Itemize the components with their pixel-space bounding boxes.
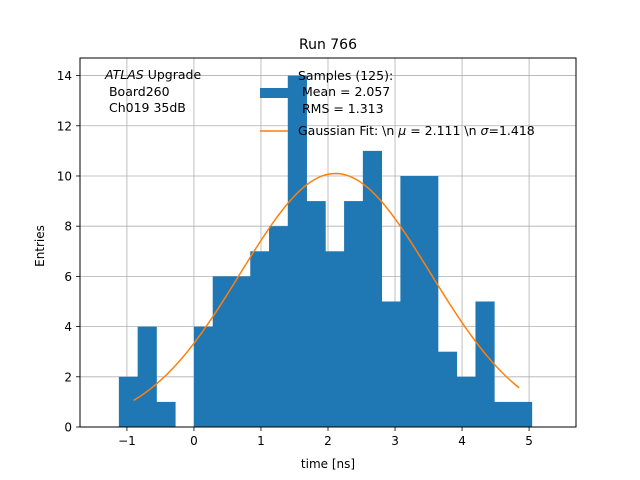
histogram-bar	[250, 251, 270, 427]
histogram-bar	[381, 301, 401, 427]
histogram-bar	[212, 276, 232, 427]
annotation-upgrade-text: Upgrade	[144, 67, 202, 82]
y-tick-label: 10	[57, 169, 72, 183]
annotation-atlas-italic: ATLAS	[104, 67, 144, 82]
histogram-bar	[325, 251, 345, 427]
legend-histogram-label-line2: Mean = 2.057	[298, 84, 390, 99]
y-tick-label: 8	[64, 220, 72, 234]
y-tick-label: 14	[57, 69, 72, 83]
x-tick-label: 0	[190, 434, 198, 448]
x-tick-label: 1	[257, 434, 265, 448]
histogram-bar	[400, 175, 420, 427]
y-tick-label: 0	[64, 421, 72, 435]
x-axis-ticks: −1 0 1 2 3 4 5	[118, 427, 533, 448]
histogram-bar	[137, 326, 157, 427]
histogram-bar	[475, 301, 495, 427]
chart-title: Run 766	[299, 37, 357, 53]
histogram-bars	[118, 75, 533, 428]
x-tick-label: 2	[324, 434, 332, 448]
histogram-bar	[494, 401, 514, 427]
y-axis-ticks: 0 2 4 6 8 10 12 14	[57, 69, 80, 435]
histogram-bar	[193, 326, 214, 427]
legend-histogram-label-line3: RMS = 1.313	[298, 101, 384, 116]
y-tick-label: 12	[57, 119, 72, 133]
annotation-channel: Ch019 35dB	[105, 100, 186, 115]
legend-fit-label: Gaussian Fit: \n μ = 2.111 \n σ=1.418	[298, 123, 535, 138]
y-axis-label: Entries	[33, 225, 47, 267]
atlas-annotation: ATLAS Upgrade Board260 Ch019 35dB	[104, 67, 201, 115]
legend: Samples (125): Mean = 2.057 RMS = 1.313 …	[260, 68, 535, 138]
x-axis-label: time [ns]	[301, 457, 355, 471]
x-tick-label: 3	[391, 434, 399, 448]
legend-histogram-swatch	[260, 88, 288, 98]
x-tick-label: 4	[458, 434, 466, 448]
gaussian-fit-curve	[133, 172, 520, 402]
histogram-bar	[118, 376, 139, 427]
y-tick-label: 6	[64, 270, 72, 284]
histogram-bar	[344, 201, 364, 427]
histogram-bar	[287, 75, 307, 428]
y-tick-label: 2	[64, 370, 72, 384]
x-tick-label: −1	[118, 434, 136, 448]
histogram-bar	[156, 401, 176, 427]
histogram-bar	[231, 276, 251, 427]
legend-histogram-label-line1: Samples (125):	[298, 68, 393, 83]
histogram-bar	[419, 175, 439, 427]
histogram-bar	[512, 401, 533, 427]
y-tick-label: 4	[64, 320, 72, 334]
histogram-bar	[362, 150, 383, 427]
grid-lines	[80, 58, 576, 428]
histogram-bar	[306, 201, 326, 427]
annotation-board: Board260	[105, 84, 170, 99]
svg-text:ATLAS Upgrade: ATLAS Upgrade	[104, 67, 201, 82]
histogram-bar	[437, 351, 458, 427]
x-tick-label: 5	[525, 434, 533, 448]
histogram-bar	[456, 376, 476, 427]
histogram-bar	[269, 226, 289, 427]
